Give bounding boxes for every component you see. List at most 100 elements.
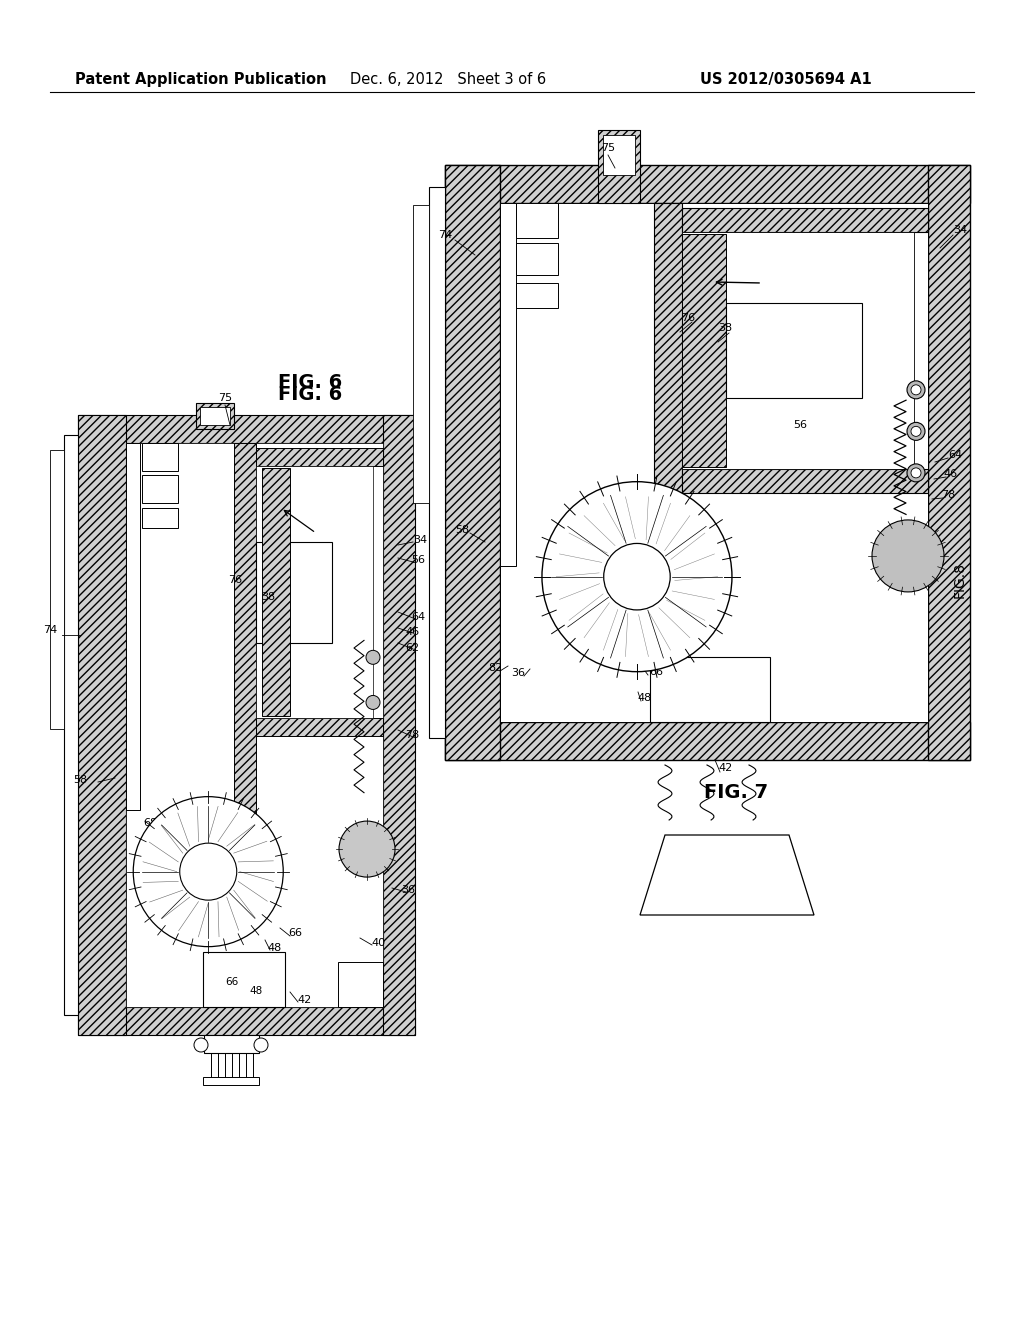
Bar bbox=[445, 165, 970, 203]
Bar bbox=[445, 165, 500, 760]
Bar bbox=[654, 203, 682, 540]
Bar bbox=[682, 209, 928, 232]
Text: 68: 68 bbox=[143, 818, 157, 828]
Circle shape bbox=[366, 651, 380, 664]
Circle shape bbox=[907, 463, 925, 482]
Bar bbox=[78, 414, 126, 1035]
Bar bbox=[196, 403, 234, 429]
Bar bbox=[203, 1077, 259, 1085]
Text: 40: 40 bbox=[641, 663, 655, 673]
Circle shape bbox=[604, 544, 671, 610]
Polygon shape bbox=[640, 836, 814, 915]
Circle shape bbox=[872, 520, 944, 591]
Text: 76: 76 bbox=[228, 576, 242, 585]
Bar bbox=[603, 135, 635, 176]
Bar bbox=[338, 962, 383, 1007]
Text: 38: 38 bbox=[718, 323, 732, 333]
Bar bbox=[650, 657, 770, 722]
Text: 58: 58 bbox=[455, 525, 469, 535]
Text: 36: 36 bbox=[511, 668, 525, 678]
Circle shape bbox=[911, 426, 921, 437]
Bar bbox=[598, 129, 640, 203]
Text: 64: 64 bbox=[411, 612, 425, 622]
Bar bbox=[126, 444, 140, 809]
Bar bbox=[203, 952, 286, 1007]
Circle shape bbox=[339, 821, 395, 876]
Text: FIG. 6: FIG. 6 bbox=[278, 385, 342, 404]
Bar bbox=[126, 444, 383, 1007]
Text: 75: 75 bbox=[601, 143, 615, 153]
Text: FIG. 6: FIG. 6 bbox=[278, 372, 342, 392]
Text: 66: 66 bbox=[225, 977, 239, 987]
Text: 46: 46 bbox=[943, 469, 957, 479]
Text: 68: 68 bbox=[548, 540, 562, 550]
Text: 36: 36 bbox=[401, 884, 415, 895]
Bar bbox=[256, 447, 383, 466]
Text: 46: 46 bbox=[404, 627, 419, 638]
Bar bbox=[500, 203, 516, 566]
Bar bbox=[262, 469, 290, 717]
Text: FIG. 7: FIG. 7 bbox=[703, 783, 768, 801]
Circle shape bbox=[254, 1038, 268, 1052]
Circle shape bbox=[907, 422, 925, 441]
Text: 48: 48 bbox=[268, 942, 283, 953]
Circle shape bbox=[907, 381, 925, 399]
Bar bbox=[516, 282, 558, 308]
Bar bbox=[233, 444, 256, 849]
Text: 42: 42 bbox=[719, 763, 733, 774]
Bar bbox=[682, 469, 928, 492]
Text: 42: 42 bbox=[298, 995, 312, 1005]
Bar bbox=[204, 1035, 259, 1053]
Bar bbox=[429, 187, 445, 738]
Bar bbox=[256, 718, 383, 737]
Bar bbox=[142, 475, 178, 503]
Bar bbox=[516, 203, 558, 238]
Bar bbox=[142, 508, 178, 528]
Text: 82: 82 bbox=[487, 663, 502, 673]
Text: 56: 56 bbox=[793, 420, 807, 430]
Text: 74: 74 bbox=[438, 230, 453, 240]
Text: Dec. 6, 2012   Sheet 3 of 6: Dec. 6, 2012 Sheet 3 of 6 bbox=[350, 73, 546, 87]
Text: 78: 78 bbox=[941, 490, 955, 500]
Circle shape bbox=[542, 482, 732, 672]
Bar bbox=[63, 436, 78, 1015]
Text: Patent Application Publication: Patent Application Publication bbox=[75, 73, 327, 87]
Bar bbox=[78, 414, 415, 444]
Bar bbox=[383, 414, 415, 1035]
Bar bbox=[413, 205, 429, 503]
Bar bbox=[516, 243, 558, 275]
Text: 82: 82 bbox=[155, 855, 169, 865]
Text: 38: 38 bbox=[261, 591, 275, 602]
Text: 34: 34 bbox=[953, 224, 967, 235]
Text: 66: 66 bbox=[649, 667, 663, 677]
Bar bbox=[256, 466, 373, 718]
Circle shape bbox=[911, 467, 921, 478]
Text: 78: 78 bbox=[404, 730, 419, 741]
Text: 75: 75 bbox=[218, 393, 232, 403]
Bar bbox=[256, 541, 332, 643]
Text: 62: 62 bbox=[404, 643, 419, 653]
Bar bbox=[78, 1007, 415, 1035]
Text: 48: 48 bbox=[250, 986, 263, 995]
Text: 58: 58 bbox=[73, 775, 87, 785]
Bar bbox=[500, 203, 928, 722]
Bar bbox=[445, 722, 970, 760]
Text: 48: 48 bbox=[638, 693, 652, 704]
Circle shape bbox=[194, 1038, 208, 1052]
Text: 66: 66 bbox=[288, 928, 302, 939]
Text: 40: 40 bbox=[371, 939, 385, 948]
Text: 34: 34 bbox=[413, 535, 427, 545]
Bar bbox=[200, 407, 230, 425]
Bar bbox=[142, 444, 178, 471]
Bar bbox=[726, 304, 861, 399]
Circle shape bbox=[180, 843, 237, 900]
Circle shape bbox=[911, 385, 921, 395]
Text: 74: 74 bbox=[43, 624, 57, 635]
Text: US 2012/0305694 A1: US 2012/0305694 A1 bbox=[700, 73, 871, 87]
Bar bbox=[928, 165, 970, 760]
Text: 64: 64 bbox=[948, 450, 963, 459]
Circle shape bbox=[366, 696, 380, 709]
Circle shape bbox=[133, 797, 284, 946]
Bar bbox=[682, 232, 914, 470]
Bar bbox=[682, 234, 726, 467]
